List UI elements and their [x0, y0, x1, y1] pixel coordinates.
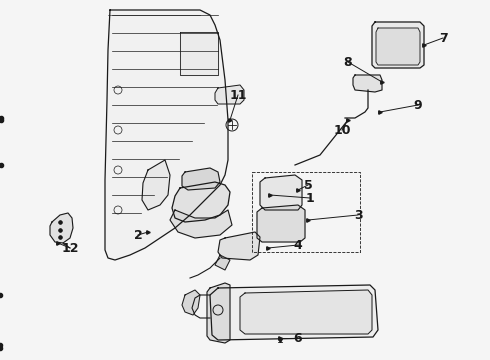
Polygon shape [182, 168, 220, 190]
Polygon shape [218, 232, 260, 260]
Polygon shape [215, 255, 230, 270]
Text: 3: 3 [354, 208, 362, 221]
Polygon shape [105, 10, 228, 260]
Text: 12: 12 [61, 242, 79, 255]
Text: 8: 8 [343, 55, 352, 68]
Polygon shape [240, 290, 372, 334]
Polygon shape [50, 213, 73, 243]
Polygon shape [180, 32, 218, 75]
Text: 1: 1 [306, 192, 315, 204]
Polygon shape [170, 210, 232, 238]
Polygon shape [142, 160, 170, 210]
Text: 9: 9 [414, 99, 422, 112]
Text: 10: 10 [333, 123, 351, 136]
Polygon shape [257, 205, 305, 242]
Text: 5: 5 [304, 179, 313, 192]
Polygon shape [207, 283, 230, 343]
Text: 2: 2 [134, 229, 143, 242]
Text: 7: 7 [439, 32, 447, 45]
Polygon shape [172, 182, 230, 222]
Polygon shape [372, 22, 424, 68]
Polygon shape [353, 75, 382, 92]
Polygon shape [182, 290, 200, 315]
Text: 11: 11 [229, 89, 247, 102]
Polygon shape [260, 175, 302, 210]
Polygon shape [215, 85, 244, 104]
Polygon shape [376, 28, 420, 65]
Polygon shape [210, 285, 378, 340]
Text: 6: 6 [294, 332, 302, 345]
Text: 4: 4 [294, 239, 302, 252]
